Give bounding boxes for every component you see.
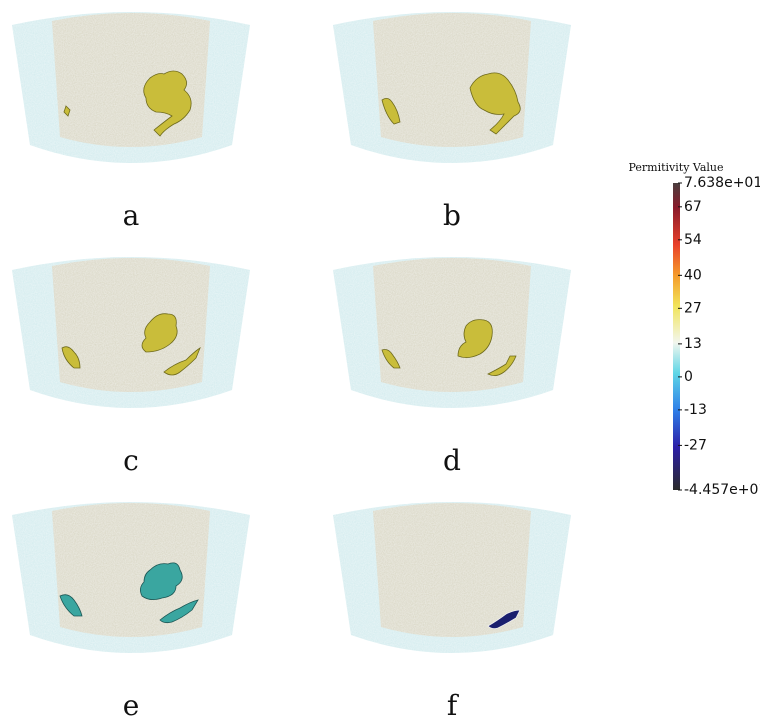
inner-volume [373, 503, 531, 637]
inner-volume [52, 503, 210, 637]
panel-label: d [443, 444, 461, 477]
colorbar-tick-label: 0 [684, 369, 693, 385]
inner-volume [373, 258, 531, 392]
colorbar-tick-label: 67 [684, 199, 702, 215]
render-panel [12, 12, 250, 163]
anomaly-region [381, 98, 401, 125]
panel-label: c [123, 444, 139, 477]
anomaly-region [63, 105, 71, 117]
anomaly-region [469, 72, 521, 135]
colorbar-tick-label: -27 [684, 437, 707, 453]
render-panel [12, 502, 250, 653]
colorbar-tick-label: 40 [684, 267, 702, 283]
anomaly-region [141, 313, 178, 353]
colorbar-tick-label: -13 [684, 402, 707, 418]
colorbar-tick-label: 27 [684, 300, 702, 316]
render-panel [333, 257, 571, 408]
render-panel [333, 12, 571, 163]
panel-label: b [443, 199, 461, 232]
colorbar-title: Permitivity Value [628, 161, 723, 174]
render-panel [12, 257, 250, 408]
anomaly-region [381, 349, 401, 369]
inner-volume [52, 258, 210, 392]
anomaly-region [487, 355, 517, 376]
colorbar-tick-label: -4.457e+01 [684, 482, 760, 498]
anomaly-region [61, 346, 81, 369]
panel-label: f [447, 689, 460, 719]
anomaly-region [59, 594, 83, 617]
colorbar-tick-label: 13 [684, 336, 702, 352]
render-panel [333, 502, 571, 653]
colorbar-tick-label: 54 [684, 232, 702, 248]
panel-label: e [123, 689, 140, 719]
anomaly-region [159, 599, 199, 624]
colorbar-tick-label: 7.638e+01 [684, 175, 760, 191]
colorbar [673, 183, 680, 490]
anomaly-region [487, 609, 521, 630]
anomaly-region [163, 346, 201, 376]
anomaly-region [143, 70, 192, 137]
anomaly-region [140, 562, 183, 600]
anomaly-region [457, 319, 493, 358]
panel-label: a [123, 199, 140, 232]
